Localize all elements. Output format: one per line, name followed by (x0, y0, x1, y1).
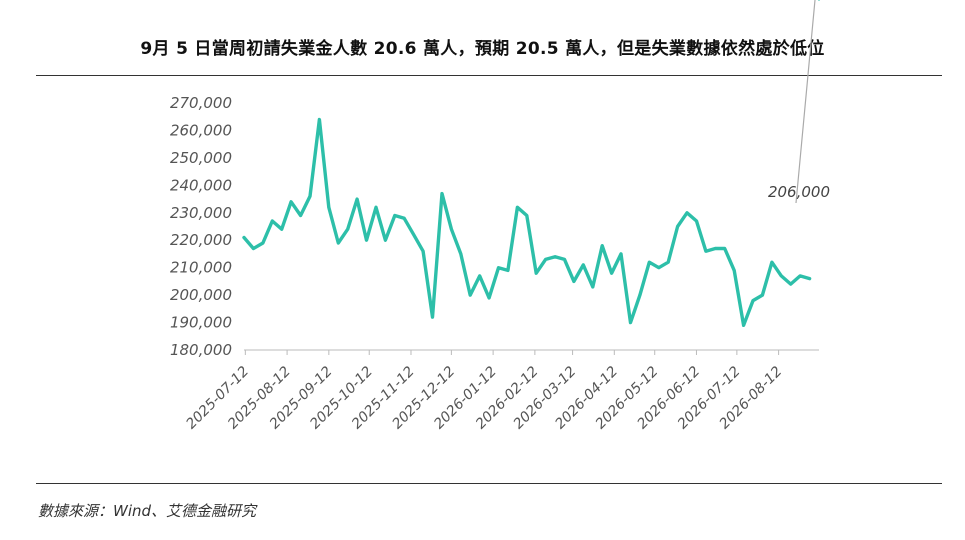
data-point (582, 264, 585, 266)
data-point (252, 247, 255, 250)
data-point (450, 228, 453, 230)
annotation: 206,000 (768, 0, 830, 204)
data-point (733, 269, 735, 272)
data-point (563, 258, 566, 261)
data-point (610, 272, 613, 275)
data-point (742, 324, 745, 327)
y-tick-label: 260,000 (170, 121, 232, 139)
y-tick-label: 240,000 (170, 176, 232, 194)
data-point (705, 250, 707, 252)
data-point (808, 277, 811, 280)
data-point (309, 195, 311, 198)
data-point (752, 299, 754, 302)
data-point (789, 283, 792, 285)
annotation-leader-line (795, 0, 816, 204)
y-tick-label: 270,000 (170, 94, 232, 112)
data-point (280, 228, 283, 230)
data-point (526, 214, 528, 217)
data-point (403, 217, 406, 220)
data-point (328, 206, 330, 209)
y-tick-label: 250,000 (170, 149, 232, 167)
bottom-divider (36, 483, 942, 484)
data-point (573, 280, 575, 283)
y-tick-label: 190,000 (170, 314, 232, 332)
data-point (535, 272, 537, 275)
data-point (422, 250, 424, 252)
data-point (356, 198, 358, 200)
y-axis-tick-labels: 180,000 190,000 200,000 210,000 220,000 230,0… (170, 94, 232, 359)
data-point (497, 266, 500, 269)
data-point (460, 253, 462, 255)
data-point (365, 239, 368, 241)
y-tick-label: 220,000 (170, 231, 232, 249)
data-point (601, 244, 603, 247)
data-point (620, 253, 622, 255)
data-point (271, 220, 274, 222)
data-point (771, 261, 773, 264)
top-divider (36, 75, 942, 76)
data-point (723, 247, 726, 250)
data-point (629, 321, 632, 324)
data-point (658, 266, 660, 269)
data-point (695, 220, 698, 222)
data-point (592, 286, 594, 288)
data-point (431, 316, 434, 318)
data-point (375, 206, 377, 209)
source-note: 數據來源：Wind、艾德金融研究 (38, 502, 257, 520)
data-point (290, 201, 292, 203)
data-point (780, 275, 783, 277)
series (242, 0, 820, 327)
data-point (243, 236, 245, 239)
data-point (507, 269, 509, 272)
data-point (412, 233, 415, 236)
x-axis-tick-labels: 2025-07-122025-08-122025-09-122025-10-12… (183, 363, 785, 432)
data-point (384, 239, 387, 241)
y-tick-label: 210,000 (170, 259, 232, 277)
data-point (478, 275, 481, 277)
data-point (676, 225, 679, 228)
data-point (639, 294, 641, 296)
y-tick-label: 180,000 (170, 341, 232, 359)
data-point (686, 212, 688, 214)
data-point (761, 294, 764, 296)
series-line (242, 117, 812, 327)
data-point (488, 297, 490, 299)
data-point (318, 118, 321, 121)
data-point (337, 242, 340, 244)
data-point (516, 206, 519, 209)
chart-title: 9月 5 日當周初請失業金人數 20.6 萬人，預期 20.5 萬人，但是失業數… (140, 39, 825, 59)
data-point (299, 214, 302, 217)
y-tick-label: 200,000 (170, 286, 232, 304)
data-point (394, 214, 396, 217)
data-point (818, 0, 820, 1)
data-point (469, 294, 472, 296)
data-point (554, 255, 556, 258)
annotation-label: 206,000 (768, 183, 830, 201)
data-point (714, 247, 717, 250)
y-tick-label: 230,000 (170, 204, 232, 222)
data-point (799, 275, 801, 277)
data-point (544, 258, 547, 261)
data-point (441, 192, 443, 195)
data-point (262, 242, 264, 244)
data-point (346, 228, 349, 230)
data-point (667, 261, 669, 264)
data-point (648, 261, 651, 264)
x-axis (244, 349, 819, 355)
